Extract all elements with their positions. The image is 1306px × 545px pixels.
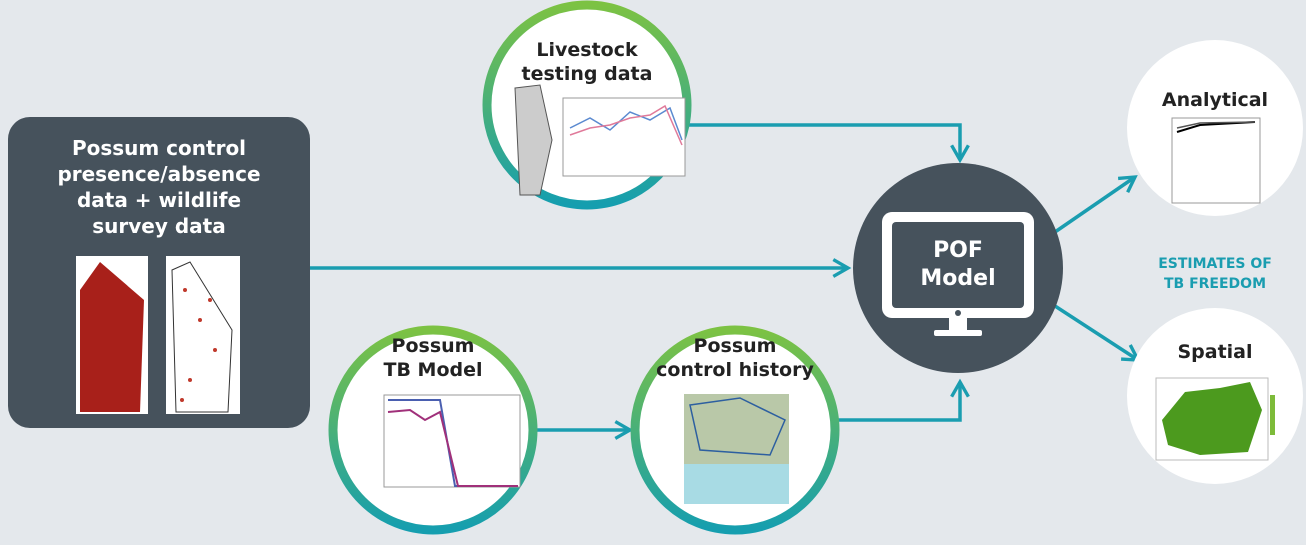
diagram: Possum control presence/absence data + w…: [0, 0, 1306, 545]
output-caption: TB FREEDOM: [1164, 276, 1266, 292]
node-title: testing data: [522, 63, 653, 85]
box-title: data + wildlife: [77, 188, 241, 212]
box-title: survey data: [92, 214, 225, 238]
tb-model-thumbnail: [384, 395, 520, 487]
output-title: Spatial: [1177, 341, 1252, 363]
control-thumbnail: [684, 394, 789, 504]
node-title: Possum: [694, 335, 777, 357]
node-title: TB Model: [383, 359, 482, 381]
pof-label: Model: [920, 266, 995, 291]
output-caption: ESTIMATES OF: [1158, 256, 1272, 272]
pof-label: POF: [933, 238, 983, 263]
box-title: presence/absence: [57, 162, 260, 186]
node-title: control history: [656, 359, 814, 381]
node-title: Possum: [392, 335, 475, 357]
output-title: Analytical: [1162, 89, 1268, 111]
node-title: Livestock: [536, 39, 638, 61]
box-title: Possum control: [72, 136, 246, 160]
output-circle: [1127, 40, 1303, 216]
